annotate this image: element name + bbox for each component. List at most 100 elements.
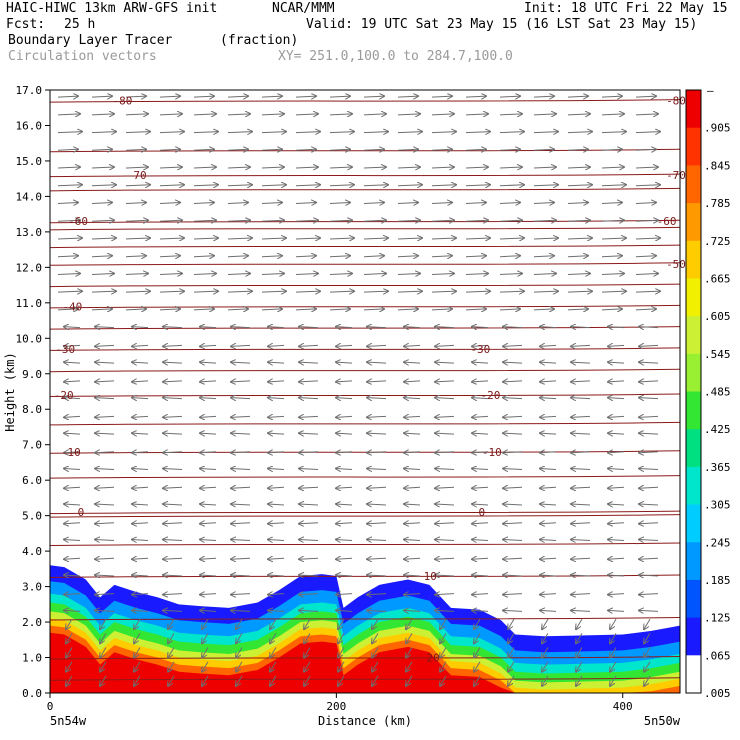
circulation-vectors: [57, 96, 660, 686]
vector-upper-2-10: [397, 132, 422, 133]
vector-mid-2-2: [132, 362, 149, 363]
vector-mid-10-8: [336, 504, 353, 505]
vector-mid-6-9: [367, 433, 387, 434]
isotherm-line-18: [50, 421, 680, 426]
vector-mid-10-15: [571, 504, 591, 505]
vector-low-3-7: [304, 661, 311, 672]
vector-upper-3-6: [261, 149, 282, 150]
vector-mid-8-10: [404, 469, 421, 470]
vector-mid-7-0: [64, 452, 81, 453]
vector-mid-7-3: [163, 452, 183, 453]
vector-upper-1-9: [363, 114, 386, 115]
vector-mid-1-4: [200, 345, 217, 346]
colorbar-swatch-4: [686, 240, 701, 279]
vector-upper-10-4: [193, 273, 216, 274]
vector-mid-10-14: [540, 504, 557, 505]
vector-upper-1-15: [567, 114, 590, 115]
vector-upper-11-17: [635, 291, 660, 292]
vector-low-2-11: [440, 647, 447, 658]
vector-upper-0-8: [329, 96, 350, 97]
vector-mid-2-12: [472, 362, 489, 363]
vector-upper-5-13: [499, 185, 524, 186]
vector-mid-12-5: [231, 539, 251, 540]
vector-upper-9-0: [57, 256, 78, 257]
vector-low-1-7: [304, 633, 311, 643]
vector-upper-10-17: [635, 273, 658, 274]
colorbar-top-label: –: [707, 84, 714, 97]
colorbar-label-10: .305: [704, 499, 731, 512]
vector-upper-4-4: [193, 167, 216, 168]
vector-upper-0-9: [363, 96, 384, 97]
vector-mid-11-5: [231, 523, 251, 524]
vector-upper-6-14: [533, 203, 554, 204]
vector-upper-4-1: [91, 167, 114, 168]
fcst-value: 25 h: [64, 17, 96, 32]
isotherm-line-13: [50, 226, 680, 231]
vector-low-1-17: [644, 633, 651, 643]
vector-low-0-3: [168, 618, 175, 629]
vector-mid-15-6: [268, 594, 285, 595]
colorbar-label-7: .485: [704, 386, 731, 399]
vector-mid-16-9: [367, 610, 387, 611]
vector-mid-1-6: [268, 345, 285, 346]
isotherm-line-23: [50, 677, 680, 681]
vector-mid-16-2: [132, 610, 149, 611]
vector-upper-1-5: [227, 114, 250, 115]
vector-upper-9-13: [499, 256, 520, 257]
y-tick-label-7: 7.0: [22, 439, 42, 452]
isotherm-line-8: [50, 510, 680, 515]
vector-mid-13-2: [132, 558, 149, 559]
vector-upper-9-3: [159, 256, 180, 257]
vector-upper-6-12: [465, 203, 486, 204]
vector-mid-9-13: [503, 487, 523, 488]
vector-mid-8-17: [639, 469, 659, 470]
vector-mid-13-11: [435, 558, 455, 559]
vector-upper-12-5: [227, 309, 248, 310]
vector-mid-12-10: [404, 539, 421, 540]
isotherm-line-21: [50, 542, 680, 547]
vector-mid-16-14: [540, 610, 557, 611]
vector-mid-2-4: [200, 362, 217, 363]
vector-upper-12-9: [363, 309, 384, 310]
isotherm-line-15: [50, 283, 680, 288]
vector-low-2-14: [542, 647, 549, 658]
vector-mid-12-3: [163, 539, 183, 540]
vector-mid-15-7: [299, 594, 319, 595]
vector-mid-15-10: [404, 594, 421, 595]
vector-upper-5-14: [533, 185, 558, 186]
vector-upper-1-12: [465, 114, 488, 115]
vector-mid-6-11: [435, 433, 455, 434]
vector-mid-15-3: [163, 594, 183, 595]
vector-mid-8-15: [571, 469, 591, 470]
vector-mid-4-12: [472, 398, 489, 399]
vector-mid-14-15: [571, 575, 591, 576]
vector-low-2-1: [100, 647, 107, 658]
xy-range: XY= 251.0,100.0 to 284.7,100.0: [278, 49, 513, 64]
vector-mid-5-13: [503, 416, 523, 417]
vector-mid-12-8: [336, 539, 353, 540]
vector-mid-5-17: [639, 416, 659, 417]
vector-mid-6-5: [231, 433, 251, 434]
vector-upper-8-8: [329, 238, 354, 239]
vector-upper-12-0: [57, 309, 78, 310]
vector-mid-10-7: [299, 504, 319, 505]
vector-mid-12-1: [95, 539, 115, 540]
colorbar-swatch-3: [686, 203, 701, 242]
vector-upper-8-9: [363, 238, 388, 239]
vector-mid-8-12: [472, 469, 489, 470]
y-tick-label-12: 12.0: [16, 261, 43, 274]
vector-mid-7-17: [639, 452, 659, 453]
vector-upper-2-17: [635, 132, 660, 133]
vector-mid-9-12: [472, 487, 489, 488]
vector-mid-6-10: [404, 433, 421, 434]
vector-upper-10-1: [91, 273, 114, 274]
vector-mid-3-4: [200, 381, 217, 382]
vector-mid-13-13: [503, 558, 523, 559]
vector-upper-11-6: [261, 291, 286, 292]
vector-low-4-12: [474, 675, 481, 686]
vector-low-4-4: [202, 675, 209, 686]
overlay-name: Circulation vectors: [8, 49, 157, 64]
vector-mid-6-2: [132, 433, 149, 434]
vector-upper-9-12: [465, 256, 486, 257]
vector-mid-10-0: [64, 504, 81, 505]
